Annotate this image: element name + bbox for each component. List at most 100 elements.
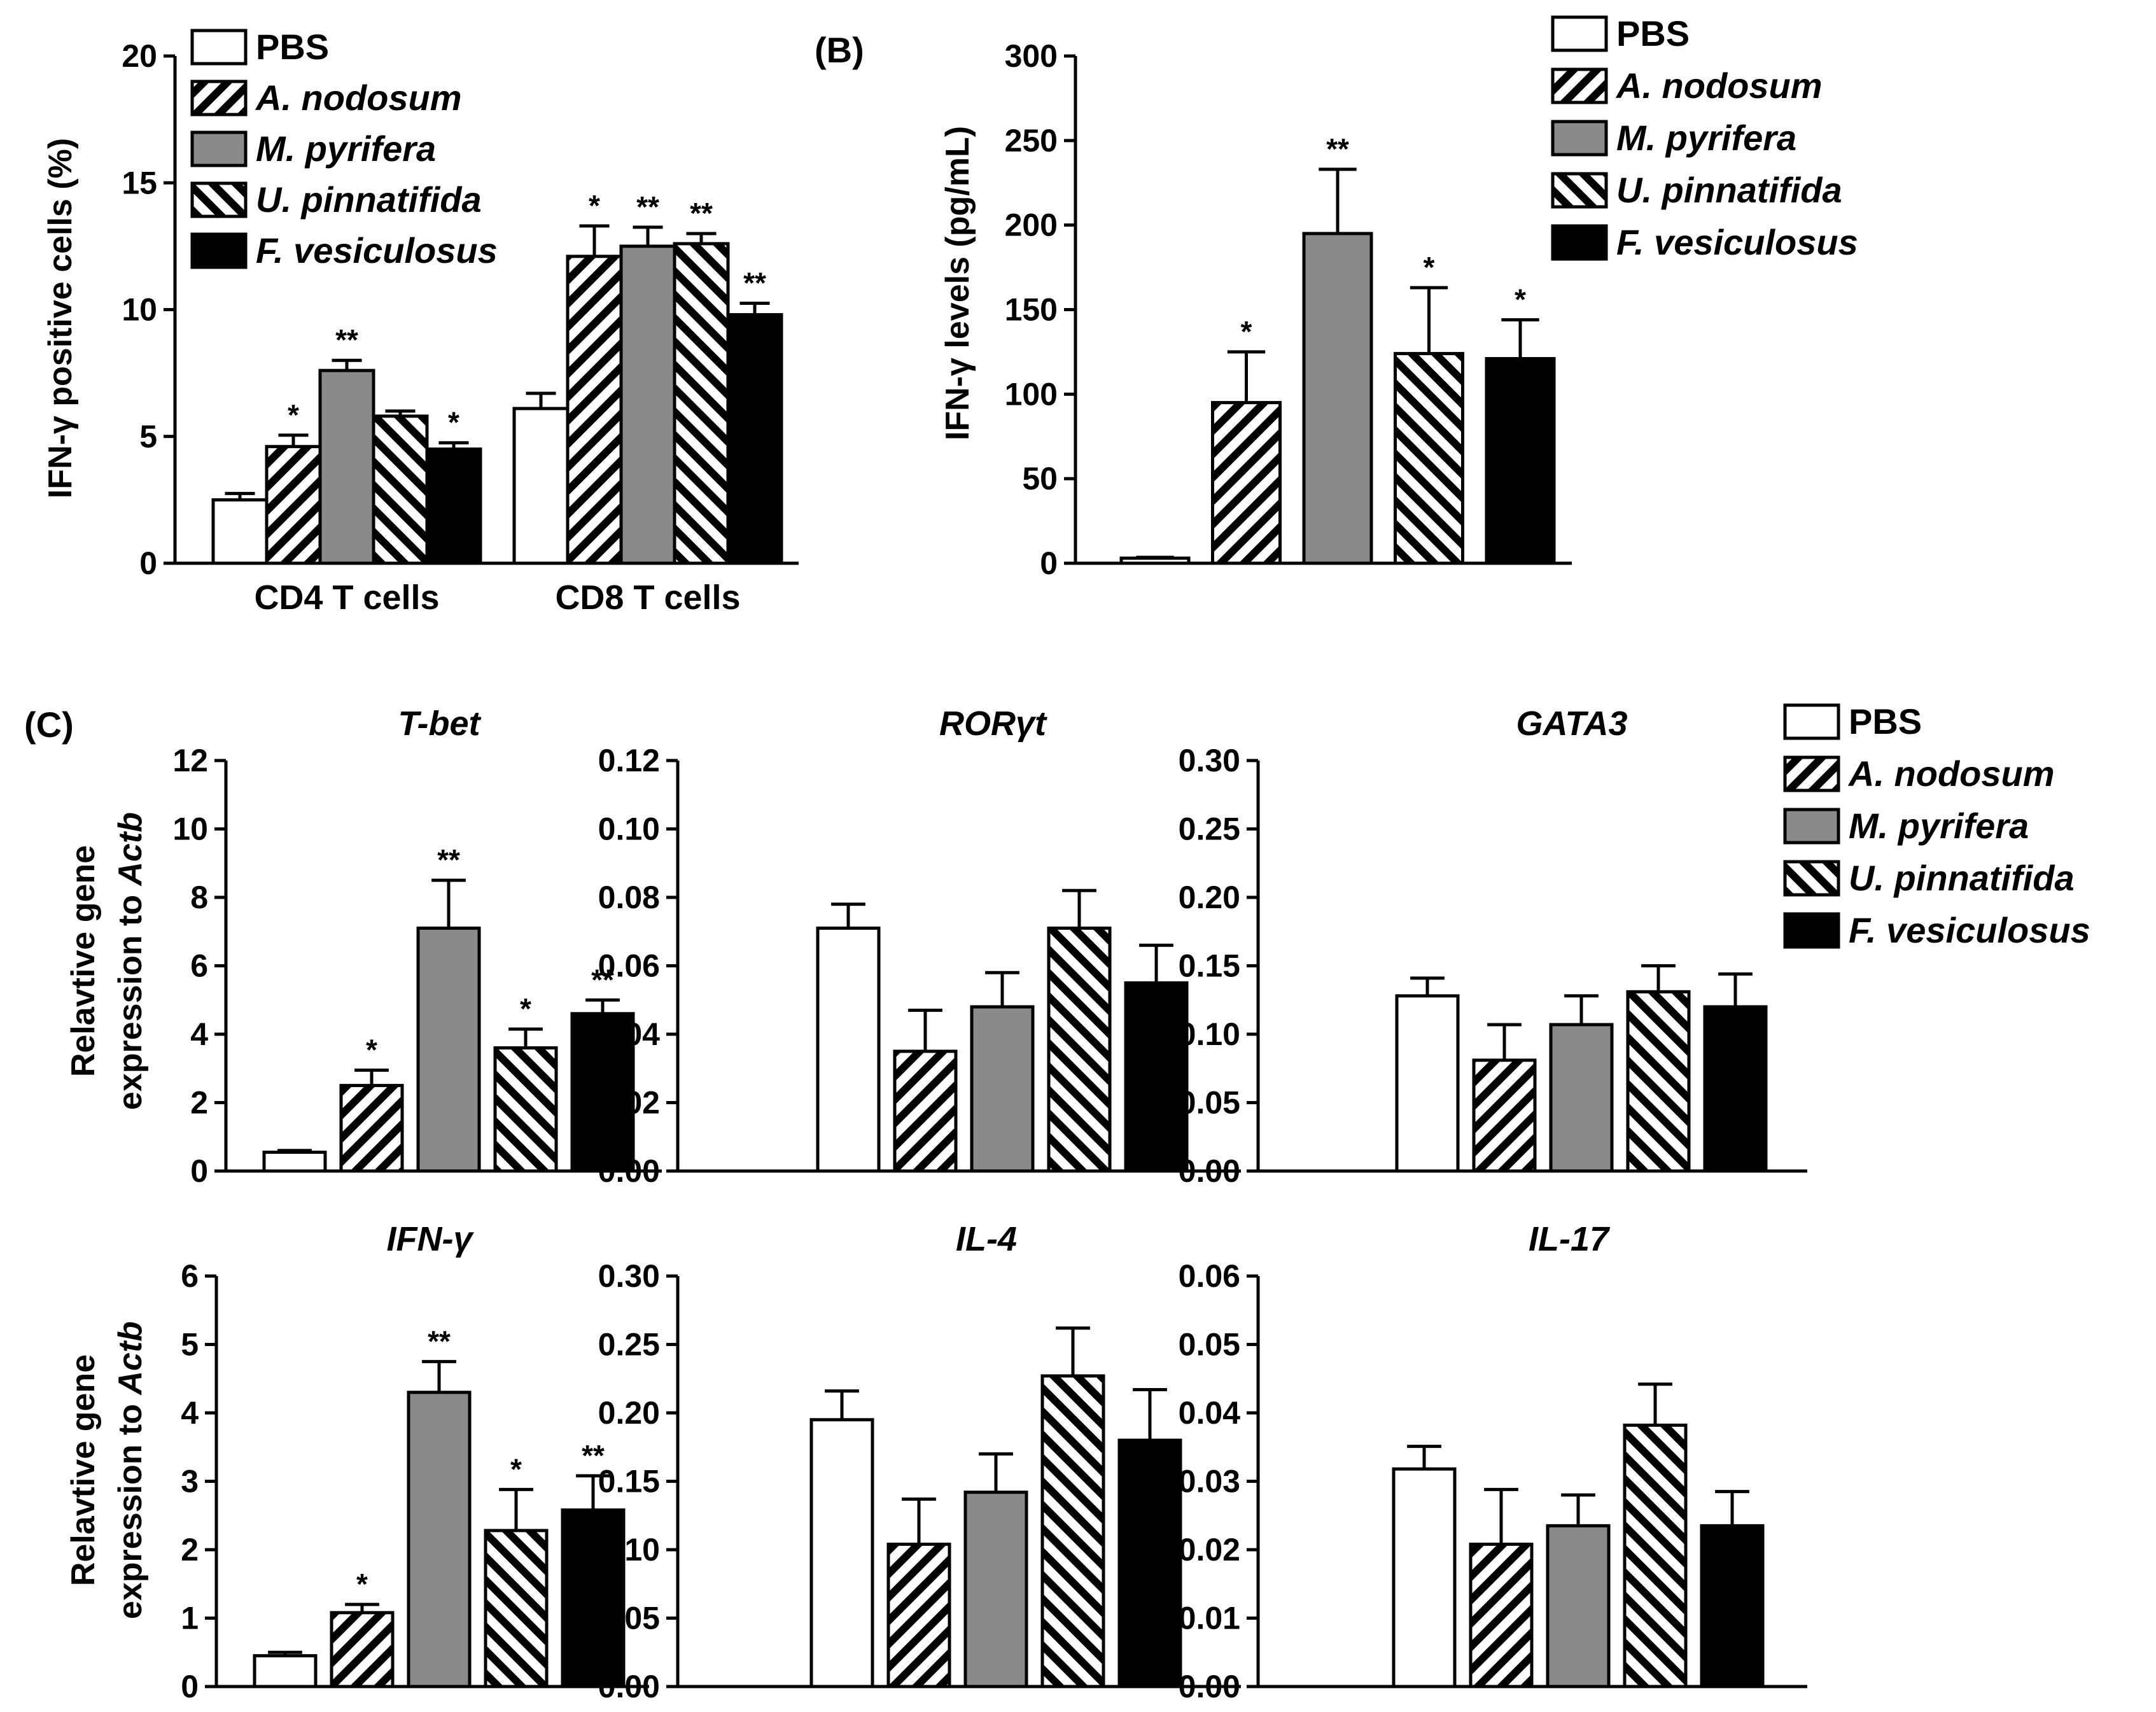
legend-b-swatch xyxy=(1551,172,1608,209)
chart-c4-bar xyxy=(407,1391,472,1688)
chart-b-y-tick-label: 50 xyxy=(1022,461,1058,496)
chart-c4-bar xyxy=(484,1529,549,1688)
chart-c4-y-tick-label: 4 xyxy=(181,1395,199,1431)
chart-c6-bar xyxy=(1700,1524,1765,1688)
chart-c2-bar xyxy=(1047,926,1112,1173)
chart-c4-y-tick-label: 2 xyxy=(181,1532,199,1568)
legend-a-swatch xyxy=(190,80,248,116)
chart-c6-y-tick-label: 0.00 xyxy=(1179,1669,1240,1704)
chart-c1-significance: * xyxy=(366,1033,377,1066)
panel-label-c: (C) xyxy=(24,705,74,745)
legend-c-swatch xyxy=(1783,703,1840,740)
legend-b-label: A. nodosum xyxy=(1615,66,1823,106)
chart-c3-bar xyxy=(1549,1023,1614,1173)
chart-a-significance: ** xyxy=(636,190,659,223)
chart-c1-bar xyxy=(262,1150,327,1173)
c-ylabel-line1: Relavtive gene xyxy=(65,845,102,1077)
chart-c6-bar xyxy=(1623,1423,1688,1688)
c-ylabel-gene: Actb xyxy=(112,812,149,887)
chart-c1-y-tick-label: 2 xyxy=(190,1085,208,1121)
chart-b-bar xyxy=(1394,352,1464,565)
legend-b-label: PBS xyxy=(1616,13,1690,53)
chart-a-y-tick-label: 10 xyxy=(122,292,157,328)
legend-c-swatch xyxy=(1783,808,1840,845)
chart-c3-y-tick-label: 0.20 xyxy=(1179,880,1240,915)
chart-c1-y-tick-label: 4 xyxy=(190,1016,208,1052)
chart-b-y-tick-label: 200 xyxy=(1005,207,1058,243)
chart-a-bar xyxy=(318,368,375,565)
chart-a-bar xyxy=(566,255,623,565)
chart-c4-gene-title: IFN-γ xyxy=(387,1220,475,1258)
legend-a-label: M. pyrifera xyxy=(256,129,436,169)
legend-b-swatch xyxy=(1551,67,1608,104)
chart-a-bar xyxy=(673,242,730,565)
legend-a-label: PBS xyxy=(256,27,329,67)
chart-a-ylabel: IFN-γ positive cells (%) xyxy=(42,138,79,498)
chart-c1-gene-title: T-bet xyxy=(398,705,482,743)
c-ylabel-line2: expression to Actb xyxy=(112,1321,149,1619)
legend-a-label: U. pinnatifida xyxy=(256,179,482,220)
chart-c4-y-tick-label: 6 xyxy=(181,1258,199,1294)
chart-b-significance: * xyxy=(1424,251,1435,284)
chart-a-y-tick-label: 0 xyxy=(139,545,157,581)
legend-b-swatch xyxy=(1551,224,1608,261)
legend-b-swatch xyxy=(1551,15,1608,52)
legend-a-swatch xyxy=(190,232,248,269)
chart-c4-bar xyxy=(253,1654,318,1688)
legend-a-label: A. nodosum xyxy=(255,78,462,118)
chart-c5-bar xyxy=(963,1491,1028,1688)
chart-b-y-tick-label: 250 xyxy=(1005,123,1058,158)
c-ylabel-line2: expression to Actb xyxy=(112,812,149,1110)
chart-c5-bar xyxy=(1117,1438,1182,1688)
chart-b-bar xyxy=(1211,401,1282,565)
c-ylabel-line1: Relavtive gene xyxy=(65,1354,102,1586)
chart-c1-significance: * xyxy=(520,992,531,1025)
chart-c2-gene-title: RORγt xyxy=(939,705,1047,743)
chart-b-ylabel: IFN-γ levels (pg/mL) xyxy=(939,126,976,440)
chart-c1-y-tick-label: 6 xyxy=(190,948,208,984)
chart-c4-y-tick-label: 5 xyxy=(181,1327,199,1363)
legend-b-label: U. pinnatifida xyxy=(1616,170,1842,210)
chart-c2-bar xyxy=(1124,981,1189,1173)
legend-a-swatch xyxy=(190,130,248,167)
chart-c5-bar xyxy=(1040,1374,1105,1688)
chart-c5-gene-title: IL-4 xyxy=(956,1220,1017,1258)
chart-c2-y-tick-label: 0.02 xyxy=(598,1085,660,1121)
legend-c-swatch xyxy=(1783,860,1840,897)
chart-a-significance: * xyxy=(589,189,600,222)
chart-a-bar xyxy=(619,244,676,565)
chart-b-bar xyxy=(1302,232,1373,565)
chart-b-bar xyxy=(1485,357,1556,565)
chart-c2-bar xyxy=(970,1005,1035,1173)
legend-b-label: M. pyrifera xyxy=(1616,118,1796,158)
chart-c4-y-tick-label: 0 xyxy=(181,1669,199,1704)
chart-c2-bar xyxy=(816,926,881,1173)
chart-c5-y-tick-label: 0.20 xyxy=(598,1395,660,1431)
gene-expression-charts: 024681012******T-bet0.000.020.040.060.08… xyxy=(172,705,1807,1704)
c-ylabel-gene: Actb xyxy=(112,1321,149,1396)
chart-b-significance: * xyxy=(1515,283,1526,316)
legend-panel-a: PBS A. nodosum M. pyrifera U. pinnatifida F.… xyxy=(190,27,498,270)
chart-c5-y-tick-label: 0.00 xyxy=(598,1669,660,1704)
chart-a-bar xyxy=(211,498,269,565)
chart-c3-y-tick-label: 0.30 xyxy=(1179,743,1240,778)
legend-c-label: M. pyrifera xyxy=(1849,806,2029,846)
gene-expression-ylabels: Relavtive gene expression to Actb Relavtiv… xyxy=(65,812,149,1619)
legend-a-swatch xyxy=(190,181,248,218)
chart-c5-y-tick-label: 0.15 xyxy=(598,1464,660,1499)
legend-c-swatch xyxy=(1783,912,1840,949)
chart-c1-y-tick-label: 8 xyxy=(190,880,208,915)
chart-c2-y-tick-label: 0.12 xyxy=(598,743,660,778)
chart-c3-y-tick-label: 0.15 xyxy=(1179,948,1240,984)
legend-panel-c: PBS A. nodosum M. pyrifera U. pinnatifida F.… xyxy=(1783,701,2090,950)
c-ylabel-text: expression to xyxy=(112,886,149,1111)
chart-c5-bar xyxy=(886,1542,951,1688)
chart-b-y-tick-label: 300 xyxy=(1005,38,1058,74)
chart-b-significance: ** xyxy=(1326,132,1349,165)
chart-a-significance: ** xyxy=(690,197,713,230)
legend-panel-b: PBS A. nodosum M. pyrifera U. pinnatifida F.… xyxy=(1551,13,1858,262)
chart-c1-y-tick-label: 10 xyxy=(172,811,208,847)
chart-c3-bar xyxy=(1703,1005,1768,1173)
